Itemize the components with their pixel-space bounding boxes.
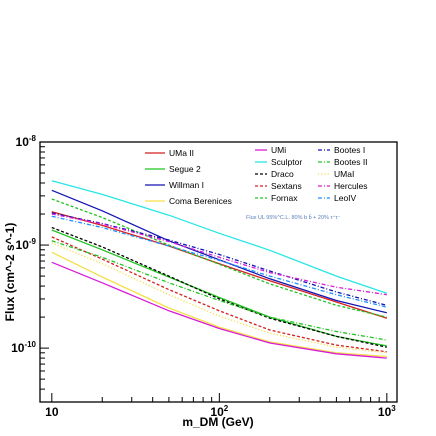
series-line-2 (51, 189, 387, 314)
legend-label-7: Sextans (271, 181, 302, 191)
axis-ticks: 10 102 103 10-8 10-9 10-10 (11, 134, 396, 419)
x-tick-label-1: 102 (210, 404, 228, 419)
legend-label-2: Willman I (169, 180, 204, 190)
legend-label-0: UMa II (169, 148, 194, 158)
legend-label-12: Hercules (334, 181, 368, 191)
legend-label-9: Bootes I (334, 145, 365, 155)
legend-label-10: Bootes II (334, 157, 368, 167)
series-line-4 (51, 261, 387, 359)
series-line-3 (51, 251, 387, 358)
y-axis-title: Flux (cm^-2 s^-1) (3, 223, 17, 322)
legend-label-13: LeoIV (334, 193, 357, 203)
series-line-0 (51, 211, 387, 319)
x-tick-label-0: 10 (45, 405, 59, 419)
x-tick-label-2: 103 (378, 404, 396, 419)
series-line-13 (51, 215, 387, 308)
legend-label-5: Sculptor (271, 157, 302, 167)
series-curves (51, 180, 388, 359)
series-line-5 (51, 180, 388, 294)
series-line-11 (51, 242, 387, 354)
legend-label-1: Segue 2 (169, 164, 201, 174)
y-tick-label-1: 10-9 (16, 237, 37, 252)
legend-label-6: Draco (271, 169, 294, 179)
x-axis-title: m_DM (GeV) (182, 415, 253, 429)
series-line-6 (51, 226, 387, 348)
legend-label-4: UMi (271, 145, 286, 155)
legend-label-11: UMaI (334, 169, 354, 179)
y-tick-label-2: 10-10 (11, 340, 36, 355)
y-tick-label-0: 10-8 (16, 134, 37, 149)
series-line-9 (51, 212, 387, 306)
series-line-10 (51, 240, 387, 341)
annotation-text: Flux UL 95%^C.L. 80% b b̄ + 20% τ⁺τ⁻ (246, 214, 341, 221)
series-line-7 (51, 236, 387, 353)
plot-frame (39, 141, 398, 403)
legend-label-3: Coma Berenices (169, 196, 232, 206)
series-line-12 (51, 213, 387, 296)
legend-label-8: Fornax (271, 193, 298, 203)
legend: UMa II Segue 2 Willman I Coma Berenices UMi S… (145, 145, 368, 206)
